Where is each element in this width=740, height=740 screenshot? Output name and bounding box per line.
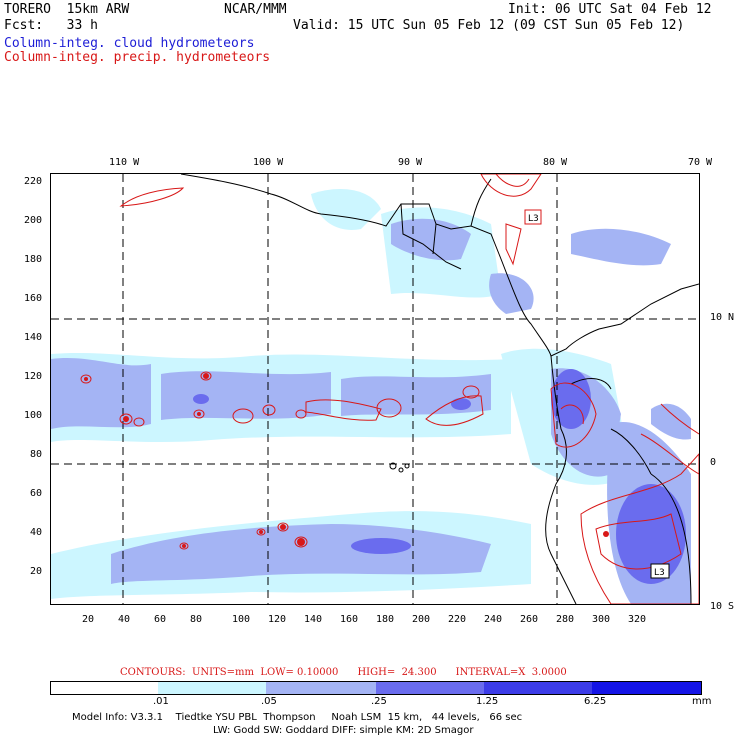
scale-label: .25	[371, 696, 387, 707]
map-plot: L3 L3	[50, 173, 700, 605]
lat-label-10s: 10 S	[710, 601, 735, 612]
cloud-shading-dark	[193, 369, 686, 584]
contours-info: CONTOURS: UNITS=mm LOW= 0.10000 HIGH= 24…	[120, 667, 567, 678]
x-label: 200	[412, 614, 431, 625]
forecast-hour: Fcst: 33 h	[4, 18, 98, 33]
low-marker-north: L3	[524, 209, 542, 225]
y-label: 140	[24, 332, 43, 343]
y-label: 180	[24, 254, 43, 265]
y-label: 20	[30, 566, 43, 577]
x-label: 140	[304, 614, 323, 625]
lon-label-70w: 70 W	[688, 157, 713, 168]
y-label: 100	[24, 410, 43, 421]
x-label: 20	[82, 614, 95, 625]
x-label: 40	[118, 614, 131, 625]
x-label: 240	[484, 614, 503, 625]
y-label: 60	[30, 488, 43, 499]
model-info-line-2: LW: Godd SW: Goddard DIFF: simple KM: 2D…	[213, 725, 474, 736]
color-bin-3	[376, 681, 484, 695]
model-info-line-1: Model Info: V3.3.1 Tiedtke YSU PBL Thomp…	[72, 712, 523, 723]
y-label: 220	[24, 176, 43, 187]
x-label: 280	[556, 614, 575, 625]
precip-cores	[84, 373, 609, 548]
lon-label-100w: 100 W	[253, 157, 284, 168]
svg-text:L3: L3	[654, 568, 665, 578]
color-bin-1	[158, 681, 266, 695]
y-label: 40	[30, 527, 43, 538]
cloud-field-title: Column-integ. cloud hydrometeors	[4, 36, 255, 51]
scale-label: 1.25	[476, 696, 499, 707]
x-label: 180	[376, 614, 395, 625]
color-bin-0	[50, 681, 159, 695]
lon-label-90w: 90 W	[398, 157, 423, 168]
svg-text:L3: L3	[528, 214, 539, 224]
y-label: 160	[24, 293, 43, 304]
valid-time: Valid: 15 UTC Sun 05 Feb 12 (09 CST Sun …	[293, 18, 685, 33]
x-label: 80	[190, 614, 203, 625]
y-label: 200	[24, 215, 43, 226]
color-bin-5	[592, 681, 702, 695]
org-label: NCAR/MMM	[224, 2, 287, 17]
init-time: Init: 06 UTC Sat 04 Feb 12	[508, 2, 712, 17]
scale-unit: mm	[692, 696, 712, 707]
x-label: 160	[340, 614, 359, 625]
x-label: 300	[592, 614, 611, 625]
x-label: 260	[520, 614, 539, 625]
precip-contours	[80, 174, 699, 604]
precip-field-title: Column-integ. precip. hydrometeors	[4, 50, 271, 65]
lat-lon-grid	[51, 174, 699, 604]
y-label: 120	[24, 371, 43, 382]
x-label: 60	[154, 614, 167, 625]
scale-label: 6.25	[584, 696, 607, 707]
lat-label-0: 0	[710, 457, 717, 468]
lon-label-110w: 110 W	[109, 157, 140, 168]
x-label: 220	[448, 614, 467, 625]
lat-label-10n: 10 N	[710, 312, 735, 323]
color-bin-4	[484, 681, 592, 695]
coastlines	[180, 174, 699, 604]
model-title: TORERO 15km ARW	[4, 2, 130, 17]
y-label: 80	[30, 449, 43, 460]
scale-label: .05	[261, 696, 277, 707]
lon-label-80w: 80 W	[543, 157, 568, 168]
color-bin-2	[266, 681, 376, 695]
x-label: 320	[628, 614, 647, 625]
low-marker-south: L3	[650, 563, 670, 579]
map-svg: L3 L3	[51, 174, 699, 604]
scale-label: .01	[153, 696, 169, 707]
x-label: 100	[232, 614, 251, 625]
x-label: 120	[268, 614, 287, 625]
